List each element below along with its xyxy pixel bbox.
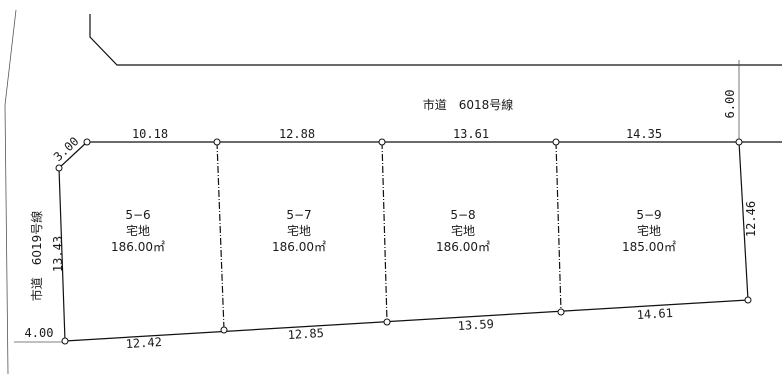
bottom-dimension-3: 13.59	[457, 317, 494, 333]
marker	[61, 337, 69, 345]
east-boundary	[738, 141, 749, 301]
west-road-width: 4.00	[25, 326, 54, 340]
marker	[220, 326, 228, 334]
lot-label-5-7: 5−7 宅地 186.00㎡	[272, 208, 326, 254]
north-road-name: 市道 6018号線	[423, 97, 514, 112]
lot-label-5-9: 5−9 宅地 185.00㎡	[622, 208, 676, 254]
west-road-name: 市道 6019号線	[29, 211, 44, 302]
lot-use: 宅地	[126, 223, 150, 238]
top-dimension-2: 12.88	[279, 127, 315, 141]
west-road-far-edge	[4, 9, 17, 106]
lot-area: 186.00㎡	[111, 240, 165, 254]
north-road-far-edge	[89, 14, 782, 66]
lot-number: 5−6	[125, 208, 150, 222]
south-boundary	[64, 299, 749, 342]
top-dimension-3: 13.61	[453, 127, 489, 141]
lot-divider-2	[381, 141, 388, 323]
marker	[378, 138, 386, 146]
north-road-width: 6.00	[723, 90, 737, 119]
lot-number: 5−7	[286, 208, 311, 222]
bottom-dimension-4: 14.61	[636, 306, 673, 322]
lot-divider-3	[555, 141, 562, 313]
top-dimension-1: 10.18	[132, 127, 168, 141]
lot-label-5-6: 5−6 宅地 186.00㎡	[111, 208, 165, 254]
lot-use: 宅地	[287, 223, 311, 238]
lot-divider-1	[216, 141, 225, 331]
west-road-far-edge-lower	[4, 104, 9, 374]
marker	[744, 296, 752, 304]
lot-area: 186.00㎡	[436, 240, 490, 254]
lot-use: 宅地	[637, 223, 661, 238]
top-dimension-4: 14.35	[626, 127, 662, 141]
bottom-dimension-1: 12.42	[125, 335, 162, 351]
lot-use: 宅地	[451, 223, 475, 238]
lot-area: 186.00㎡	[272, 240, 326, 254]
corner-cut-dimension: 3.00	[51, 134, 82, 164]
marker	[55, 164, 63, 172]
boundary-markers	[55, 138, 752, 345]
lot-area: 185.00㎡	[622, 240, 676, 254]
marker	[83, 138, 91, 146]
bottom-dimension-2: 12.85	[287, 326, 324, 342]
right-depth-dimension: 12.46	[744, 201, 758, 237]
lot-label-5-8: 5−8 宅地 186.00㎡	[436, 208, 490, 254]
road-lines	[4, 9, 782, 374]
marker	[552, 138, 560, 146]
marker	[213, 138, 221, 146]
lot-number: 5−9	[636, 208, 661, 222]
marker	[735, 138, 743, 146]
marker	[557, 308, 565, 316]
left-depth-dimension: 13.43	[51, 236, 65, 272]
lot-number: 5−8	[450, 208, 475, 222]
marker	[383, 318, 391, 326]
